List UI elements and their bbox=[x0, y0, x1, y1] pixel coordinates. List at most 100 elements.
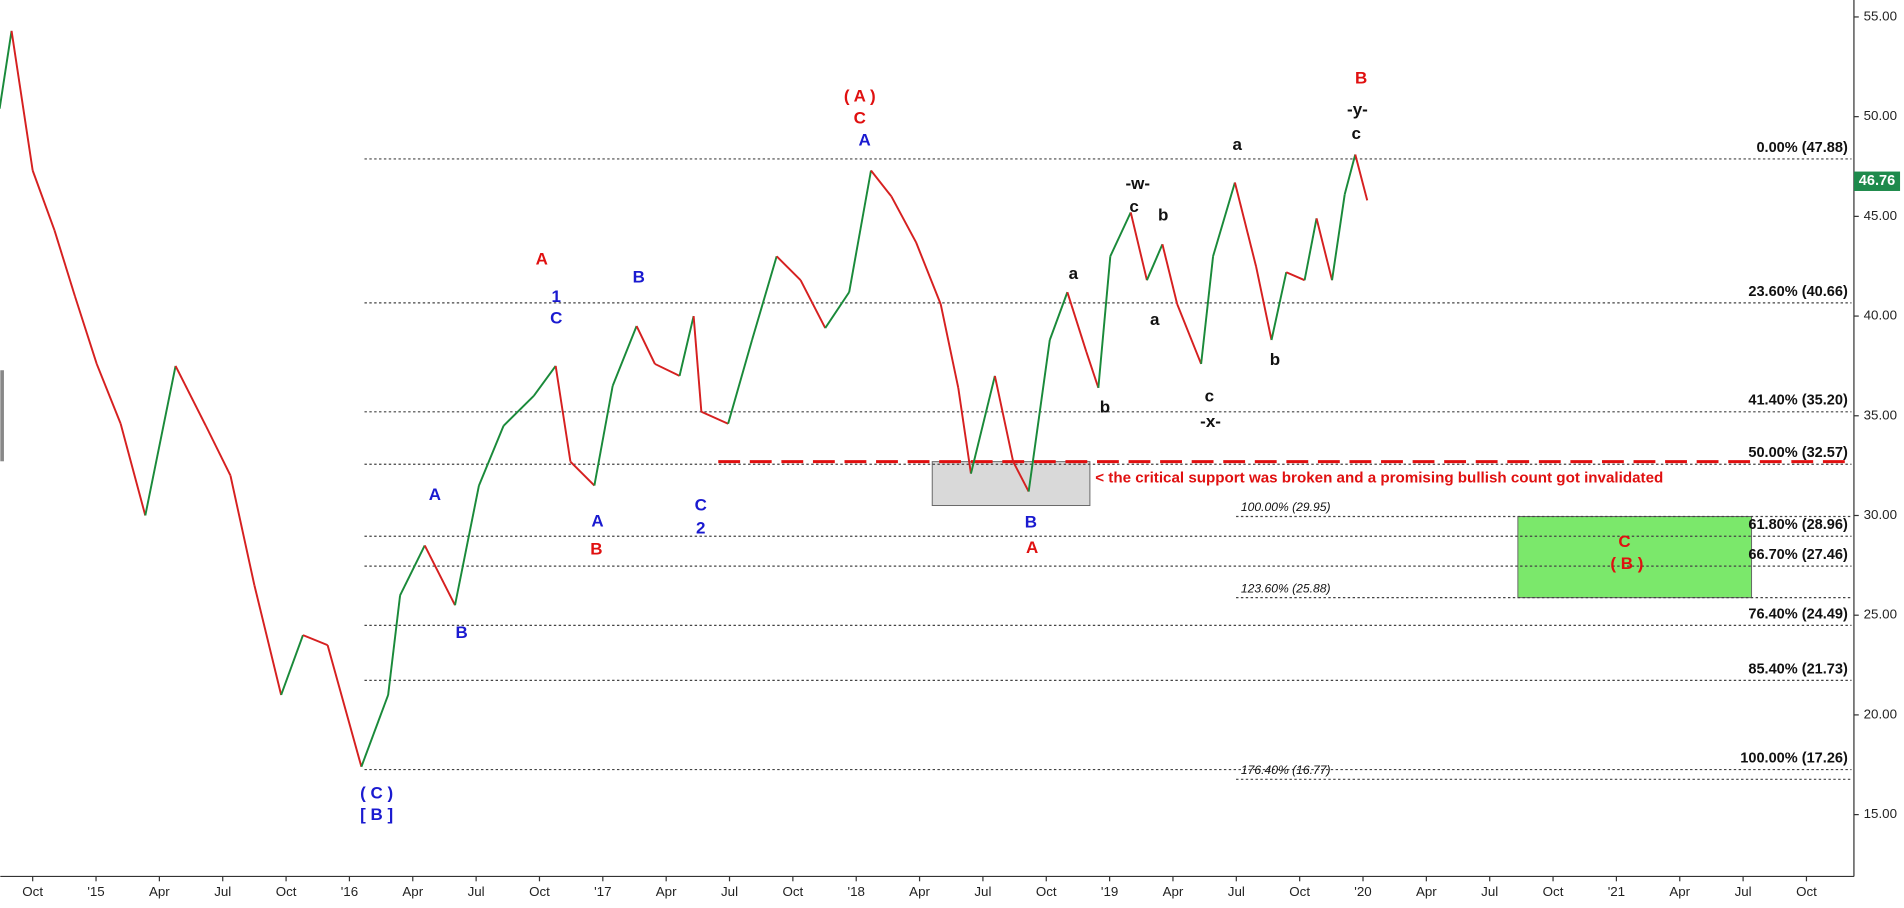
x-tick-label: Jul bbox=[214, 884, 231, 899]
price-segment bbox=[533, 365, 557, 397]
wave-label: -x- bbox=[1200, 412, 1221, 431]
x-tick-label: Jul bbox=[1481, 884, 1498, 899]
x-tick-label: Oct bbox=[782, 884, 803, 899]
price-segment bbox=[1085, 351, 1100, 389]
x-tick-label: Oct bbox=[22, 884, 43, 899]
price-segment bbox=[1109, 211, 1132, 257]
wave-label: C bbox=[1618, 532, 1630, 551]
price-segment bbox=[253, 585, 283, 696]
price-segment bbox=[229, 475, 256, 586]
fib-extension-label: 176.40% (16.77) bbox=[1241, 763, 1331, 777]
price-segment bbox=[593, 385, 614, 486]
price-segment bbox=[302, 634, 328, 647]
x-tick-label: Apr bbox=[1669, 884, 1690, 899]
price-segment bbox=[0, 30, 13, 109]
y-tick-label: 45.00 bbox=[1864, 208, 1897, 223]
wave-label: b bbox=[1270, 350, 1280, 369]
price-segment bbox=[569, 460, 596, 487]
wave-label: B bbox=[1355, 68, 1367, 87]
price-segment bbox=[1176, 303, 1203, 365]
price-segment bbox=[1285, 271, 1305, 282]
wave-label: c bbox=[1129, 197, 1138, 216]
price-segment bbox=[387, 595, 402, 696]
y-tick-label: 40.00 bbox=[1864, 308, 1897, 323]
price-segment bbox=[915, 241, 942, 305]
price-segment bbox=[957, 387, 972, 474]
wave-label: ( B ) bbox=[1610, 554, 1643, 573]
wave-label: -y- bbox=[1347, 100, 1368, 119]
x-tick-label: '19 bbox=[1101, 884, 1118, 899]
x-tick-label: Apr bbox=[1416, 884, 1437, 899]
support-annotation: < the critical support was broken and a … bbox=[1095, 470, 1663, 487]
price-segment bbox=[1343, 154, 1357, 195]
y-tick-label: 35.00 bbox=[1864, 407, 1897, 422]
price-segment bbox=[1161, 244, 1179, 305]
price-segment bbox=[204, 425, 232, 477]
wave-label: 1 bbox=[552, 287, 561, 306]
price-segment bbox=[280, 634, 304, 696]
fib-label: 0.00% (47.88) bbox=[1756, 140, 1848, 156]
x-tick-label: Jul bbox=[1735, 884, 1752, 899]
price-segment bbox=[554, 365, 572, 462]
x-tick-label: '17 bbox=[594, 884, 611, 899]
x-tick-label: Oct bbox=[1543, 884, 1564, 899]
fib-extension-label: 123.60% (25.88) bbox=[1241, 581, 1331, 595]
wave-label: c bbox=[1352, 124, 1361, 143]
price-segment bbox=[848, 170, 872, 293]
price-segment bbox=[1200, 256, 1215, 365]
price-segment bbox=[1270, 271, 1288, 341]
price-segment bbox=[751, 255, 778, 341]
price-segment bbox=[1146, 243, 1164, 281]
price-segment bbox=[1027, 339, 1051, 492]
x-tick-label: '15 bbox=[87, 884, 104, 899]
price-segment bbox=[360, 694, 390, 768]
x-tick-label: Apr bbox=[1163, 884, 1184, 899]
price-segment bbox=[635, 325, 656, 365]
price-segment bbox=[970, 375, 996, 474]
wave-label: a bbox=[1150, 310, 1160, 329]
wave-label: A bbox=[536, 249, 548, 268]
price-segment bbox=[53, 230, 76, 297]
x-tick-label: Oct bbox=[1289, 884, 1310, 899]
x-tick-label: Apr bbox=[402, 884, 423, 899]
wave-label: -w- bbox=[1125, 174, 1150, 193]
x-tick-label: '18 bbox=[848, 884, 865, 899]
x-tick-label: Jul bbox=[974, 884, 991, 899]
price-segment bbox=[31, 170, 56, 231]
fib-label: 41.40% (35.20) bbox=[1748, 393, 1848, 409]
price-segment bbox=[1354, 154, 1369, 201]
x-tick-label: Oct bbox=[276, 884, 297, 899]
fib-label: 85.40% (21.73) bbox=[1748, 661, 1848, 677]
price-segment bbox=[1048, 291, 1069, 341]
x-tick-label: Jul bbox=[721, 884, 738, 899]
price-segment bbox=[1066, 291, 1088, 353]
wave-label: A bbox=[591, 511, 603, 530]
wave-label: B bbox=[1025, 513, 1037, 532]
price-segment bbox=[993, 375, 1015, 462]
x-tick-label: Apr bbox=[909, 884, 930, 899]
price-segment bbox=[119, 423, 147, 516]
price-segment bbox=[399, 544, 426, 596]
x-tick-label: Oct bbox=[1796, 884, 1817, 899]
x-tick-label: Apr bbox=[656, 884, 677, 899]
scroll-handle bbox=[0, 370, 4, 462]
price-segment bbox=[10, 30, 34, 171]
price-segment bbox=[700, 410, 729, 425]
price-segment bbox=[654, 363, 680, 377]
wave-label: ( A ) bbox=[844, 87, 876, 106]
price-segment bbox=[502, 395, 535, 427]
fib-label: 66.70% (27.46) bbox=[1748, 547, 1848, 563]
price-segment bbox=[144, 365, 177, 516]
x-tick-label: '20 bbox=[1354, 884, 1371, 899]
wave-label: a bbox=[1069, 264, 1079, 283]
wave-label: c bbox=[1205, 386, 1214, 405]
price-segment bbox=[1331, 194, 1346, 281]
price-segment bbox=[678, 315, 695, 377]
price-segment bbox=[1097, 256, 1112, 388]
wave-label: C bbox=[854, 108, 866, 127]
y-tick-label: 30.00 bbox=[1864, 507, 1897, 522]
price-segment bbox=[824, 291, 850, 329]
price-segment bbox=[939, 303, 960, 389]
price-segment bbox=[870, 169, 893, 198]
